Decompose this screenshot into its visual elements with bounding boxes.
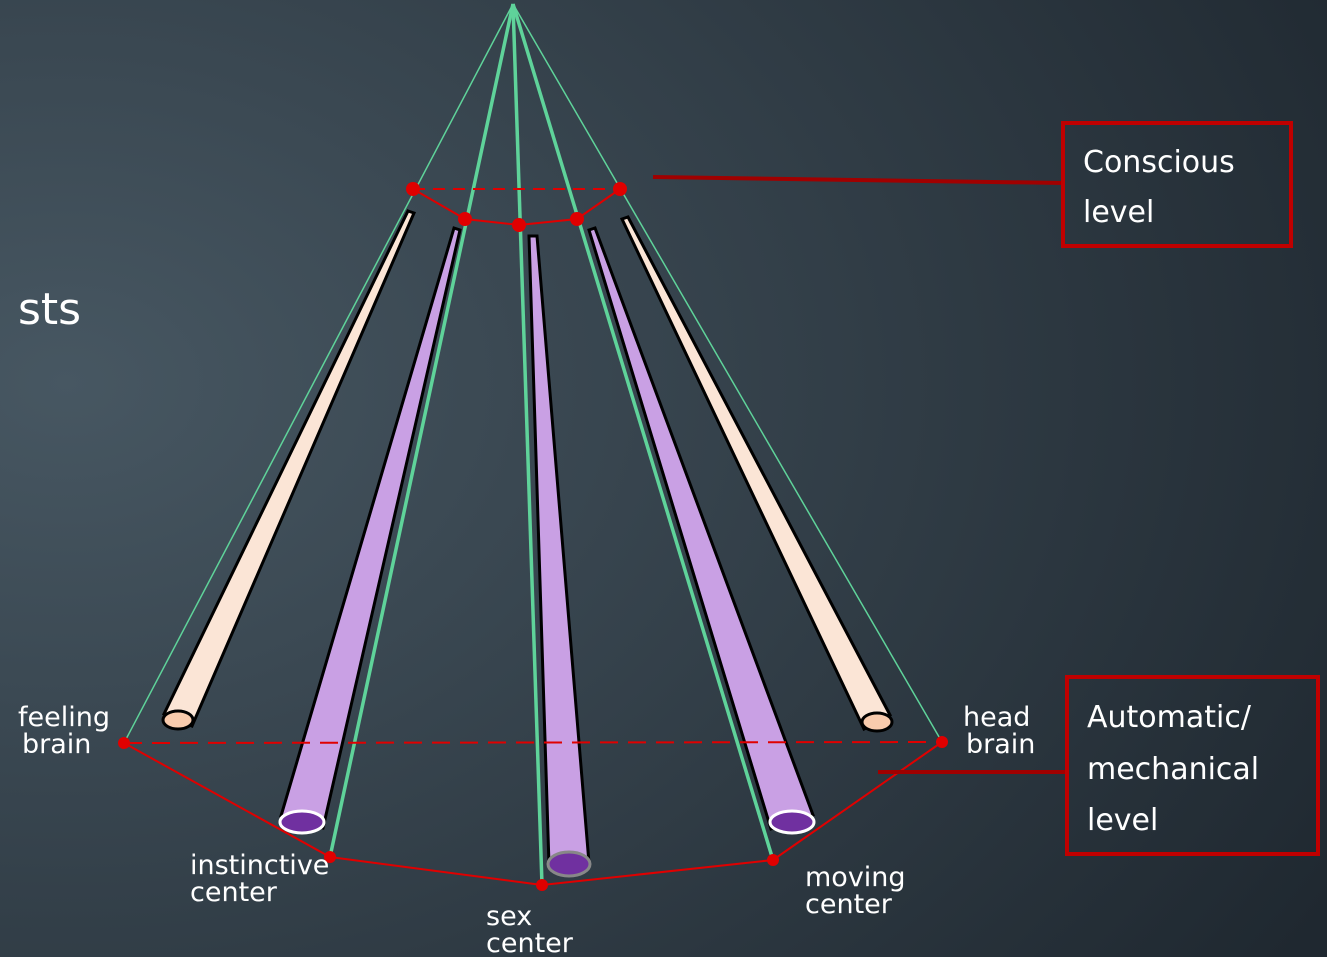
node-label: center [190, 877, 278, 908]
node-label: brain [22, 729, 91, 760]
tube-end [548, 852, 590, 876]
point [118, 737, 130, 749]
point [570, 212, 584, 226]
point [406, 182, 420, 196]
point [458, 212, 472, 226]
tube-end [770, 811, 814, 833]
box-text: level [1083, 195, 1154, 230]
page: {"slide_text": "sts", "boxes": [ {"lines… [0, 0, 1327, 957]
node-label: center [486, 928, 574, 957]
point [936, 736, 948, 748]
tube-end [163, 711, 193, 729]
slide-text: sts [18, 284, 81, 335]
box-text: mechanical [1087, 752, 1259, 787]
node-label: brain [966, 729, 1035, 760]
point [512, 218, 526, 232]
tube-end [280, 811, 324, 833]
point [767, 854, 779, 866]
slide: sts [0, 0, 1327, 957]
box-text: Conscious [1083, 145, 1235, 180]
box-text: Automatic/ [1087, 700, 1252, 735]
point [613, 182, 627, 196]
point [536, 879, 548, 891]
box-text: level [1087, 803, 1158, 838]
tube-end [862, 713, 892, 731]
node-label: center [805, 889, 893, 920]
